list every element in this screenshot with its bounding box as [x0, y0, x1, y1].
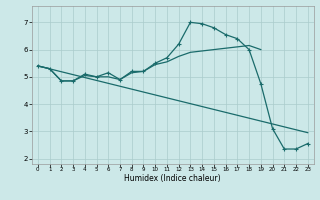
X-axis label: Humidex (Indice chaleur): Humidex (Indice chaleur): [124, 174, 221, 183]
